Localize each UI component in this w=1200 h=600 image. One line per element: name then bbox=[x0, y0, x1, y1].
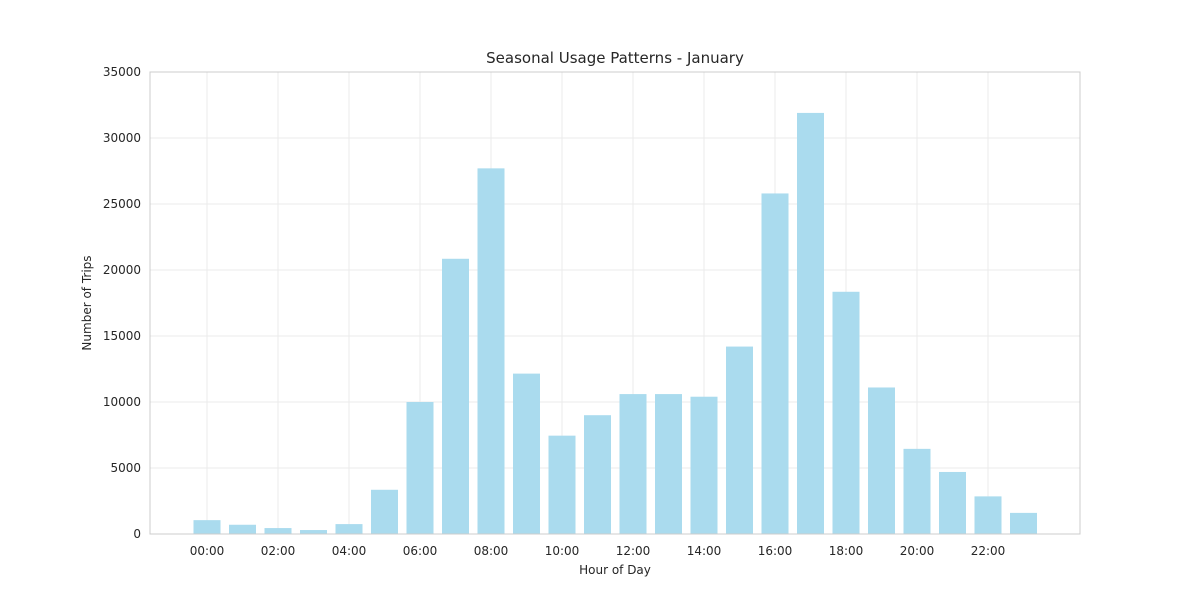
x-tick-label: 16:00 bbox=[758, 544, 793, 558]
y-tick-label: 10000 bbox=[103, 395, 141, 409]
bar-1900 bbox=[868, 387, 895, 534]
bar-2300 bbox=[1010, 512, 1037, 534]
x-tick-label: 04:00 bbox=[332, 544, 367, 558]
bar-1100 bbox=[584, 415, 611, 534]
bar-0900 bbox=[513, 373, 540, 534]
bar-1200 bbox=[619, 394, 647, 534]
x-tick-label: 08:00 bbox=[474, 544, 509, 558]
bar-0600 bbox=[406, 402, 434, 534]
bar-2100 bbox=[939, 471, 966, 534]
x-tick-label: 10:00 bbox=[545, 544, 580, 558]
bar-0200 bbox=[264, 528, 292, 534]
bar-1500 bbox=[726, 346, 753, 534]
y-tick-label: 15000 bbox=[103, 329, 141, 343]
x-tick-label: 22:00 bbox=[971, 544, 1006, 558]
plot-frame bbox=[149, 71, 1081, 535]
bar-0400 bbox=[335, 524, 363, 534]
bar-0100 bbox=[229, 524, 256, 534]
x-tick-label: 06:00 bbox=[403, 544, 438, 558]
bar-1300 bbox=[655, 394, 682, 534]
y-axis-ticks: 0 5000 10000 15000 20000 25000 30000 35000 bbox=[103, 65, 141, 541]
x-tick-label: 00:00 bbox=[190, 544, 225, 558]
bar-2000 bbox=[903, 448, 931, 534]
y-tick-label: 25000 bbox=[103, 197, 141, 211]
bars bbox=[193, 112, 1037, 535]
bar-0000 bbox=[193, 520, 221, 534]
y-axis-label: Number of Trips bbox=[80, 255, 94, 350]
y-tick-label: 35000 bbox=[103, 65, 141, 79]
x-tick-label: 20:00 bbox=[900, 544, 935, 558]
bar-1000 bbox=[548, 435, 576, 534]
bar-0300 bbox=[300, 530, 327, 534]
bar-0800 bbox=[477, 168, 505, 535]
y-tick-label: 0 bbox=[133, 527, 141, 541]
x-axis-label: Hour of Day bbox=[579, 563, 651, 577]
x-tick-label: 14:00 bbox=[687, 544, 722, 558]
x-axis-ticks: 00:00 02:00 04:00 06:00 08:00 10:00 12:00 14:00… bbox=[190, 544, 1006, 558]
y-tick-label: 5000 bbox=[110, 461, 141, 475]
x-tick-label: 18:00 bbox=[829, 544, 864, 558]
bar-0500 bbox=[371, 489, 398, 534]
y-tick-label: 20000 bbox=[103, 263, 141, 277]
y-tick-label: 30000 bbox=[103, 131, 141, 145]
x-tick-label: 02:00 bbox=[261, 544, 296, 558]
bar-1600 bbox=[761, 193, 789, 534]
bar-1800 bbox=[832, 291, 860, 534]
grid-lines bbox=[150, 71, 1080, 535]
x-tick-label: 12:00 bbox=[616, 544, 651, 558]
bar-1400 bbox=[690, 396, 718, 534]
bar-1700 bbox=[797, 112, 824, 535]
bar-2200 bbox=[974, 496, 1002, 534]
bar-0700 bbox=[442, 258, 469, 534]
chart-title: Seasonal Usage Patterns - January bbox=[486, 49, 744, 67]
